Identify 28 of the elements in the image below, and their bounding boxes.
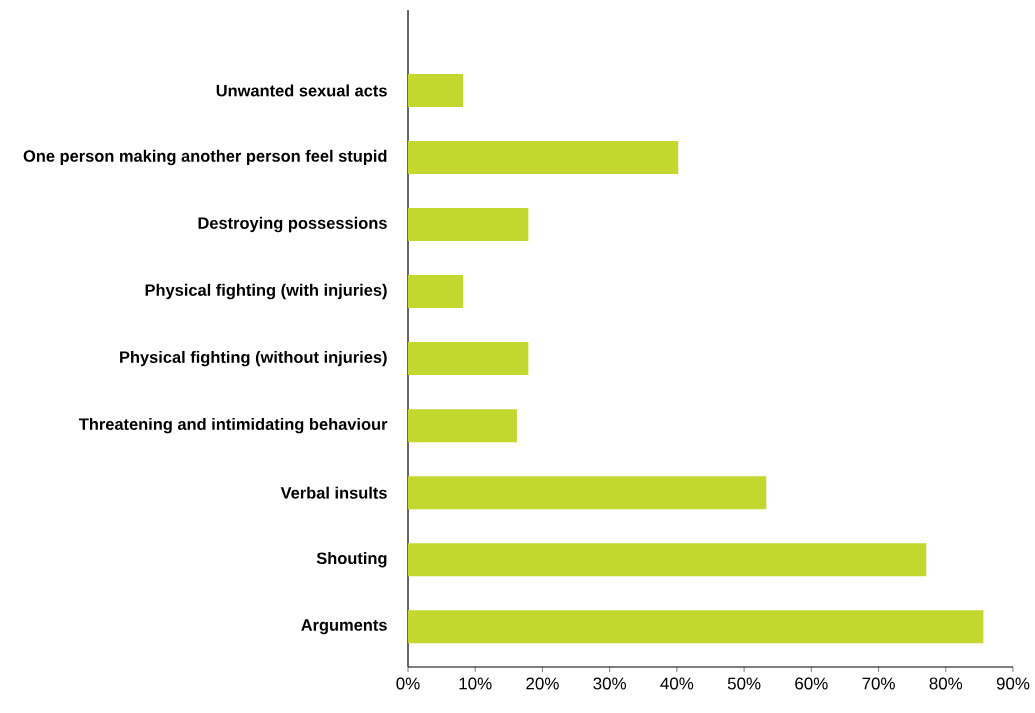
bar <box>408 610 984 644</box>
x-tick-label: 50% <box>727 677 761 690</box>
x-tick-label: 0% <box>396 677 420 690</box>
bar <box>408 476 767 510</box>
x-tick-label: 80% <box>929 677 963 690</box>
x-tick-label: 20% <box>526 677 559 690</box>
x-tick-label: 90% <box>996 677 1030 690</box>
y-tick-label: Threatening and intimidating behaviour <box>78 417 388 434</box>
bar <box>408 543 927 577</box>
x-tick-label: 70% <box>862 677 895 690</box>
bar <box>408 409 517 443</box>
y-tick-label: Destroying possessions <box>198 216 387 233</box>
x-tick-label: 30% <box>593 677 627 690</box>
y-tick-label: Unwanted sexual acts <box>216 84 387 97</box>
y-tick-label: One person making another person feel stupid <box>23 149 387 166</box>
y-tick-label: Shouting <box>316 552 387 568</box>
x-tick-label: 10% <box>459 677 492 690</box>
x-tick-label: 60% <box>795 677 828 690</box>
bar <box>408 140 679 174</box>
y-tick-label: Arguments <box>301 619 387 635</box>
y-tick-label: Physical fighting (with injuries) <box>145 283 387 300</box>
y-tick-label: Verbal insults <box>280 486 387 499</box>
y-tick-label: Physical fighting (without injuries) <box>120 350 387 367</box>
bar <box>408 208 529 242</box>
bar <box>408 275 464 309</box>
x-tick-label: 40% <box>660 677 694 690</box>
bar <box>408 342 529 376</box>
bar <box>408 73 464 107</box>
